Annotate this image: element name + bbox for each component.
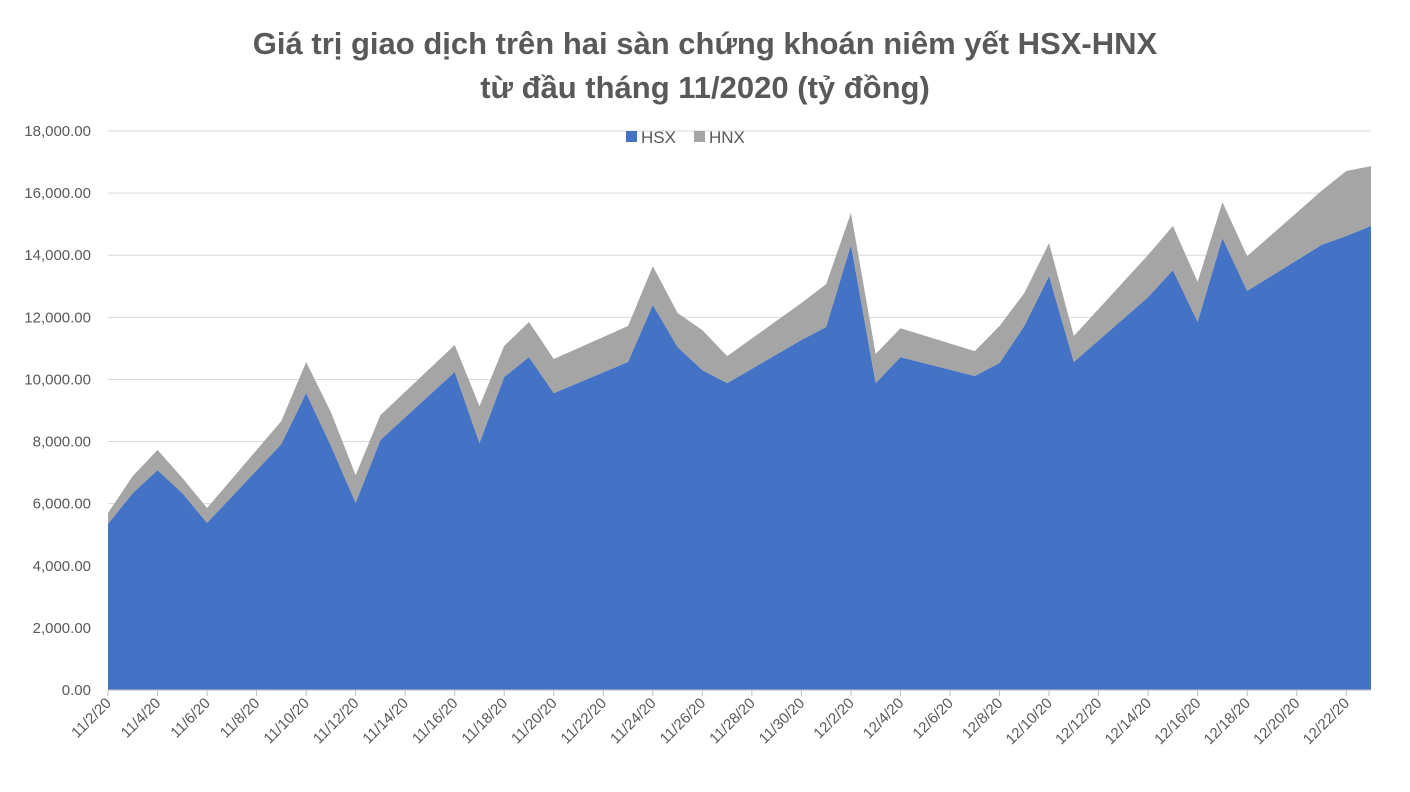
x-tick-label: 11/30/20: [756, 695, 809, 748]
x-tick-label: 11/14/20: [359, 695, 412, 748]
chart-title: Giá trị giao dịch trên hai sàn chứng kho…: [253, 26, 1158, 61]
x-tick-label: 12/14/20: [1102, 695, 1155, 748]
x-tick-label: 11/16/20: [409, 695, 462, 748]
chart-subtitle: từ đầu tháng 11/2020 (tỷ đồng): [480, 70, 930, 105]
y-tick-label: 14,000.00: [24, 247, 91, 264]
x-tick-label: 12/6/20: [909, 695, 956, 742]
x-tick-label: 12/2/20: [810, 695, 857, 742]
area-hnx: [108, 166, 1371, 524]
x-tick-label: 12/20/20: [1250, 695, 1303, 748]
x-tick-label: 12/12/20: [1052, 695, 1105, 748]
y-tick-label: 2,000.00: [33, 620, 91, 637]
x-tick-label: 12/16/20: [1151, 695, 1204, 748]
x-tick-label: 11/26/20: [657, 695, 710, 748]
x-tick-label: 11/6/20: [167, 695, 214, 742]
x-tick-label: 11/24/20: [607, 695, 660, 748]
y-tick-label: 12,000.00: [24, 309, 91, 326]
y-tick-label: 6,000.00: [33, 496, 91, 513]
x-tick-label: 12/10/20: [1003, 695, 1056, 748]
x-tick-label: 11/8/20: [217, 695, 264, 742]
legend-label: HNX: [709, 128, 745, 147]
x-tick-label: 12/8/20: [959, 695, 1006, 742]
area-hsx: [108, 226, 1371, 690]
x-tick-label: 12/22/20: [1300, 695, 1353, 748]
x-tick-label: 11/12/20: [310, 695, 363, 748]
x-tick-label: 11/28/20: [706, 695, 759, 748]
legend-swatch: [626, 131, 637, 142]
x-tick-label: 11/18/20: [459, 695, 512, 748]
y-tick-label: 4,000.00: [33, 558, 91, 575]
y-tick-label: 0.00: [62, 682, 91, 699]
legend-label: HSX: [641, 128, 676, 147]
y-tick-label: 8,000.00: [33, 434, 91, 451]
y-tick-label: 18,000.00: [24, 123, 91, 140]
x-tick-label: 12/18/20: [1201, 695, 1254, 748]
x-tick-label: 11/4/20: [118, 695, 165, 742]
x-tick-label: 11/2/20: [68, 695, 115, 742]
x-tick-label: 11/22/20: [558, 695, 611, 748]
x-tick-label: 12/4/20: [860, 695, 907, 742]
x-tick-label: 11/20/20: [508, 695, 561, 748]
x-tick-label: 11/10/20: [260, 695, 313, 748]
y-tick-label: 16,000.00: [24, 185, 91, 202]
legend-swatch: [693, 131, 705, 142]
y-tick-label: 10,000.00: [24, 371, 91, 388]
